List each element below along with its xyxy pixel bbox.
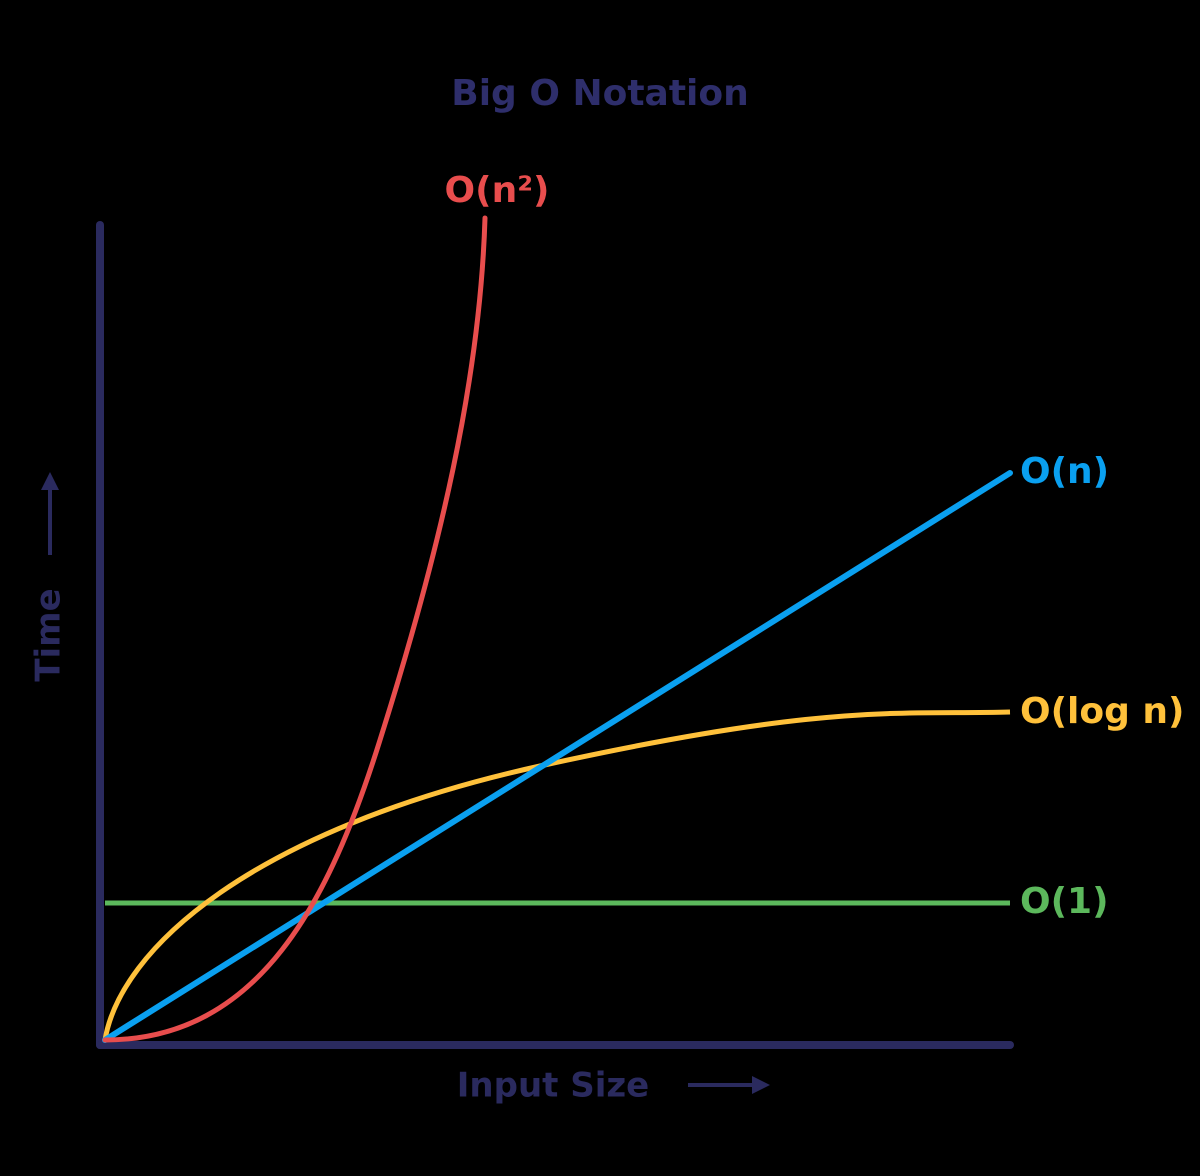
curve-label: O(n) — [1020, 451, 1109, 492]
y-axis-label: Time — [29, 588, 69, 681]
curve-linear — [102, 470, 1013, 1043]
x-arrow-head — [752, 1076, 770, 1094]
curve-quadratic — [102, 215, 488, 1043]
title: Big O Notation — [451, 73, 749, 114]
y-arrow-head — [41, 472, 59, 490]
curve-label: O(log n) — [1020, 691, 1185, 732]
curve-label: O(n²) — [445, 170, 550, 211]
x-axis-label: Input Size — [457, 1066, 649, 1106]
curve-label: O(1) — [1020, 881, 1109, 922]
